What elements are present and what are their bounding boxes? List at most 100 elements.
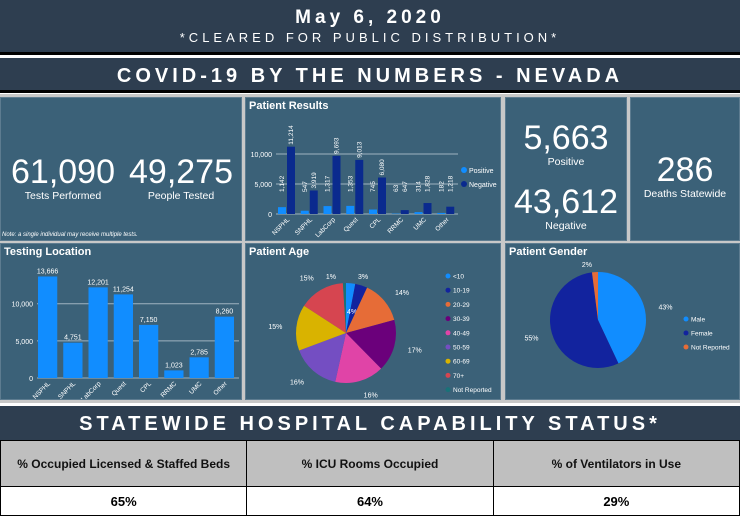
bar-positive xyxy=(369,209,377,214)
bar xyxy=(38,276,58,378)
deaths-kpi: 286 Deaths Statewide xyxy=(631,152,739,200)
bar xyxy=(113,294,133,378)
data-label: 314 xyxy=(416,181,423,192)
bar-negative xyxy=(332,155,341,214)
legend-label: Negative xyxy=(469,182,497,189)
bar-positive xyxy=(278,207,286,214)
legend-marker xyxy=(445,316,451,322)
x-tick-label: RRMC xyxy=(160,380,179,399)
bar-negative xyxy=(378,177,386,214)
chart-title: Testing Location xyxy=(4,246,92,258)
data-label: 63 xyxy=(393,184,400,192)
data-label: 1% xyxy=(326,274,336,281)
data-label: 1,828 xyxy=(425,175,432,192)
patient-age-chart: 3% 4% 14% 17% 16% 16% 15% 15% 1% <10 10-19 20-29 30-… xyxy=(268,273,492,400)
pie-slice-70- xyxy=(304,283,346,333)
data-label: 1,353 xyxy=(347,175,354,192)
data-label: 12,201 xyxy=(87,279,109,286)
pie-slice-40-49 xyxy=(335,333,382,383)
legend-label: 40-49 xyxy=(453,330,470,337)
legend-label: Positive xyxy=(469,168,494,175)
data-label: 17% xyxy=(408,348,422,355)
pie-slice-60-69 xyxy=(296,305,346,351)
data-label: 16% xyxy=(290,379,304,386)
x-tick-label: UMC xyxy=(188,380,204,396)
legend-marker xyxy=(445,287,451,293)
distribution-note: *CLEARED FOR PUBLIC DISTRIBUTION* xyxy=(179,30,561,45)
note: Note: a single individual may receive mu… xyxy=(2,232,138,238)
legend-label: 20-29 xyxy=(453,302,470,309)
x-tick-label: UMC xyxy=(412,216,428,232)
chart-title: Patient Age xyxy=(249,246,310,258)
data-label: 16% xyxy=(364,393,378,399)
legend-marker xyxy=(445,301,451,307)
kpi-value: 61,090 xyxy=(11,153,115,191)
legend-label: Female xyxy=(691,331,713,338)
x-tick-label: SNPHL xyxy=(57,380,78,399)
data-label: 11,214 xyxy=(288,125,295,145)
patient-results-panel: Patient Results 0 5,000 10,000 1,142 11,214 N… xyxy=(245,97,501,241)
pie-slice-10-19 xyxy=(346,283,368,333)
value-ventilators: 29% xyxy=(492,486,740,516)
bar-negative xyxy=(287,146,295,214)
x-tick-label: CPL xyxy=(139,380,153,394)
bar-positive xyxy=(346,205,355,214)
kpi-label: Tests Performed xyxy=(24,190,102,202)
pie-slice-20-29 xyxy=(346,287,395,333)
data-label: 14% xyxy=(395,290,409,297)
legend-label: 70+ xyxy=(453,373,464,380)
legend-marker xyxy=(445,344,451,350)
kpi-value: 43,612 xyxy=(514,183,618,221)
bar xyxy=(88,287,108,378)
legend-marker xyxy=(445,372,451,378)
data-label: 9,693 xyxy=(334,137,341,154)
bar-negative xyxy=(400,210,409,214)
x-tick-label: Other xyxy=(212,380,229,397)
header-icu: % ICU Rooms Occupied xyxy=(246,440,494,487)
header: May 6, 2020 *CLEARED FOR PUBLIC DISTRIBU… xyxy=(0,0,740,52)
data-label: 4% xyxy=(347,309,357,316)
patient-gender-chart: 43% 55% 2% Male Female Not Reported xyxy=(524,262,730,368)
legend-label: 30-39 xyxy=(453,316,470,323)
tests-panel: 61,090 Tests Performed 49,275 People Teste… xyxy=(0,97,242,241)
value-icu: 64% xyxy=(246,486,494,516)
data-label: 647 xyxy=(402,181,409,192)
negative-kpi: 43,612 Negative xyxy=(506,184,626,232)
testing-location-chart: 0 5,000 10,000 13,666 NSPHL 4,751 SNPHL 12,201 L… xyxy=(12,268,239,403)
bar xyxy=(214,316,234,378)
pie-slice-50-59 xyxy=(299,333,346,382)
data-label: 13,666 xyxy=(37,268,59,275)
legend-marker xyxy=(445,330,451,336)
kpi-value: 49,275 xyxy=(129,153,233,191)
legend-label: 50-59 xyxy=(453,345,470,352)
positive-kpi: 5,663 Positive xyxy=(506,120,626,168)
bar-positive xyxy=(300,210,309,214)
x-tick-label: SNPHL xyxy=(294,216,315,237)
data-label: 15% xyxy=(300,276,314,283)
dashboard-grid: 61,090 Tests Performed 49,275 People Teste… xyxy=(0,94,740,403)
kpi-label: People Tested xyxy=(147,190,215,202)
bar-negative xyxy=(355,159,364,214)
x-tick-label: NSPHL xyxy=(32,380,53,399)
legend-marker xyxy=(445,358,451,364)
pie-slice-not-reported xyxy=(591,272,598,320)
value-beds: 65% xyxy=(0,486,248,516)
pie-slice-not-reported xyxy=(342,283,346,333)
chart-title: Patient Results xyxy=(249,100,329,112)
bar-positive xyxy=(414,212,423,214)
results-kpi-panel: 5,663 Positive 43,612 Negative xyxy=(505,97,627,241)
x-tick-label: CPL xyxy=(369,216,383,230)
x-tick-label: RRMC xyxy=(386,216,405,235)
patient-results-chart: 0 5,000 10,000 1,142 11,214 NSPHL 547 3,919 SNPH… xyxy=(251,125,497,239)
testing-location-panel: Testing Location 0 5,000 10,000 13,666 NSPHL… xyxy=(0,243,242,403)
patient-gender-panel: Patient Gender 43% 55% 2% Male Female Not Rep… xyxy=(505,243,740,400)
legend-label: <10 xyxy=(453,274,464,281)
legend-marker xyxy=(683,330,689,336)
tests-performed-kpi: 61,090 Tests Performed xyxy=(5,154,121,202)
kpi-value: 286 xyxy=(656,151,714,189)
pie-slice--10 xyxy=(346,283,356,333)
legend-marker xyxy=(445,273,451,279)
page-title: COVID-19 BY THE NUMBERS - NEVADA xyxy=(0,58,740,93)
bar xyxy=(139,324,159,378)
y-tick-label: 5,000 xyxy=(254,182,272,189)
